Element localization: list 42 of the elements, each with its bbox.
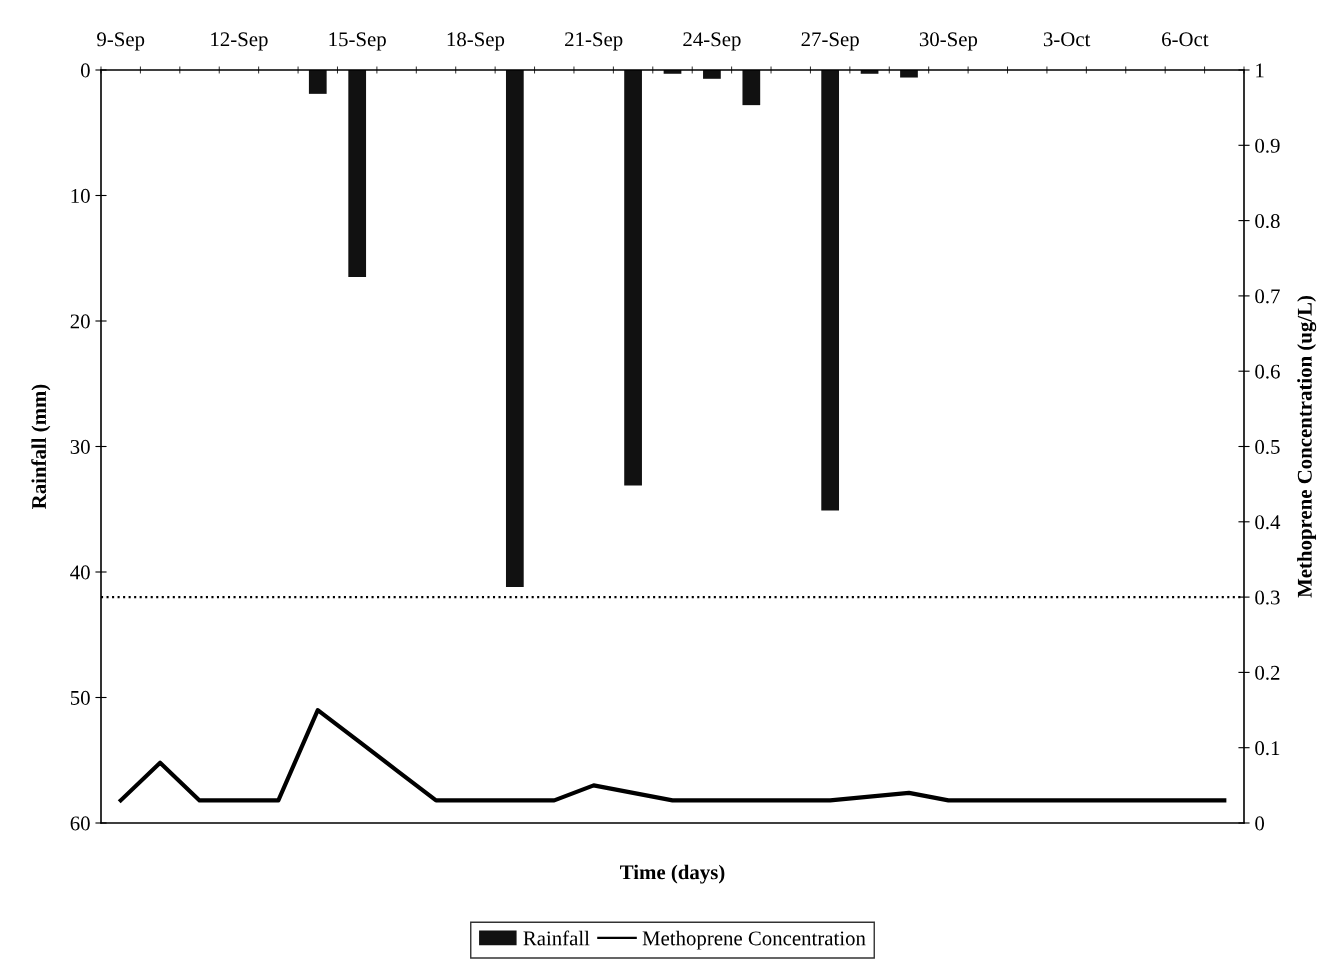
y2-tick-label: 0.6 <box>1255 364 1280 379</box>
y-tick-label: 50 <box>70 690 90 705</box>
y2-tick-label: 0.1 <box>1255 741 1280 756</box>
y-tick-label: 20 <box>70 314 90 329</box>
y-tick-label: 0 <box>80 63 90 78</box>
bar <box>348 70 367 278</box>
y2-axis-title: Methoprene Concentration (ug/L) <box>1297 296 1317 598</box>
y-tick-label: 60 <box>70 816 90 831</box>
y2-tick-label: 0.5 <box>1255 439 1280 455</box>
y2-tick-label: 0.2 <box>1255 665 1280 680</box>
line-series <box>118 707 1227 803</box>
bar <box>624 70 642 486</box>
y2-tick-label: 0.7 <box>1255 289 1280 304</box>
x-tick-label: 12-Sep <box>211 32 268 51</box>
legend-label: Rainfall <box>523 930 590 946</box>
bar <box>900 70 918 78</box>
x-tick-label: 6-Oct <box>1162 32 1209 47</box>
y-tick-label: 40 <box>70 565 90 580</box>
x-tick-label: 21-Sep <box>565 32 623 51</box>
legend-label: Methoprene Concentration <box>642 930 866 950</box>
bar <box>505 70 524 588</box>
x-tick-label: 18-Sep <box>447 32 505 51</box>
x-axis-title: Time (days) <box>620 864 725 884</box>
x-tick-label: 27-Sep <box>801 32 859 51</box>
x-tick-label: 30-Sep <box>919 32 978 51</box>
y2-tick-label: 1 <box>1256 63 1264 78</box>
x-tick-label: 24-Sep <box>683 32 741 51</box>
bar <box>703 70 721 79</box>
y-tick-label: 10 <box>71 188 90 203</box>
bar <box>742 70 761 106</box>
x-tick-label: 15-Sep <box>329 32 386 51</box>
x-tick-label: 3-Oct <box>1043 32 1091 47</box>
y2-tick-label: 0.4 <box>1255 515 1281 530</box>
x-tick-label: 9-Sep <box>97 32 145 51</box>
y2-tick-label: 0.8 <box>1255 213 1280 229</box>
y2-tick-label: 0.9 <box>1255 138 1280 153</box>
y-axis-title: Rainfall (mm) <box>31 384 51 509</box>
bar <box>821 70 840 511</box>
y2-tick-label: 0.3 <box>1255 590 1280 605</box>
y-tick-label: 30 <box>70 439 90 454</box>
bar <box>308 70 327 94</box>
y2-tick-label: 0 <box>1255 816 1265 831</box>
